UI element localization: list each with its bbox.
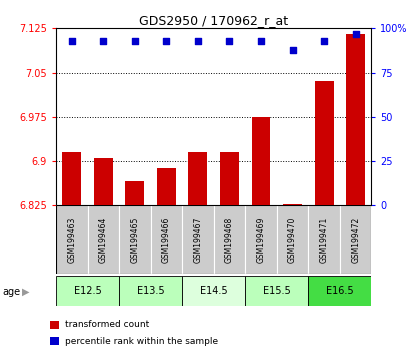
Bar [119, 276, 182, 306]
Text: GSM199470: GSM199470 [288, 217, 297, 263]
Bar [125, 181, 144, 205]
Point [195, 38, 201, 44]
Bar [245, 205, 277, 274]
Text: E16.5: E16.5 [326, 286, 354, 296]
Point [100, 38, 107, 44]
Bar [88, 205, 119, 274]
Bar [151, 205, 182, 274]
Bar [308, 205, 340, 274]
Text: GSM199469: GSM199469 [256, 217, 266, 263]
Point [226, 38, 233, 44]
Bar [119, 205, 151, 274]
Bar [62, 152, 81, 205]
Point [68, 38, 75, 44]
Text: GSM199464: GSM199464 [99, 217, 108, 263]
Bar [220, 152, 239, 205]
Text: transformed count: transformed count [65, 320, 149, 329]
Point [163, 38, 170, 44]
Text: GSM199463: GSM199463 [67, 217, 76, 263]
Text: GSM199468: GSM199468 [225, 217, 234, 263]
Bar [94, 158, 113, 205]
Text: E15.5: E15.5 [263, 286, 290, 296]
Title: GDS2950 / 170962_r_at: GDS2950 / 170962_r_at [139, 14, 288, 27]
Text: age: age [2, 287, 20, 297]
Bar [56, 276, 119, 306]
Point [132, 38, 138, 44]
Text: GSM199465: GSM199465 [130, 217, 139, 263]
Point [321, 38, 327, 44]
Bar [56, 205, 88, 274]
Point [352, 31, 359, 36]
Bar [346, 34, 365, 205]
Bar [214, 205, 245, 274]
Bar [182, 276, 245, 306]
Bar [277, 205, 308, 274]
Bar [188, 152, 208, 205]
Bar [182, 205, 214, 274]
Bar [283, 204, 302, 205]
Bar [157, 168, 176, 205]
Text: percentile rank within the sample: percentile rank within the sample [65, 337, 218, 346]
Text: ▶: ▶ [22, 287, 29, 297]
Point [258, 38, 264, 44]
Text: GSM199471: GSM199471 [320, 217, 329, 263]
Text: E13.5: E13.5 [137, 286, 164, 296]
Bar [251, 117, 271, 205]
Text: GSM199467: GSM199467 [193, 217, 203, 263]
Bar [50, 337, 59, 345]
Text: E12.5: E12.5 [74, 286, 101, 296]
Bar [315, 81, 334, 205]
Text: E14.5: E14.5 [200, 286, 227, 296]
Bar [308, 276, 371, 306]
Bar [340, 205, 371, 274]
Bar [50, 321, 59, 329]
Text: GSM199472: GSM199472 [351, 217, 360, 263]
Point [289, 47, 296, 52]
Bar [245, 276, 308, 306]
Text: GSM199466: GSM199466 [162, 217, 171, 263]
